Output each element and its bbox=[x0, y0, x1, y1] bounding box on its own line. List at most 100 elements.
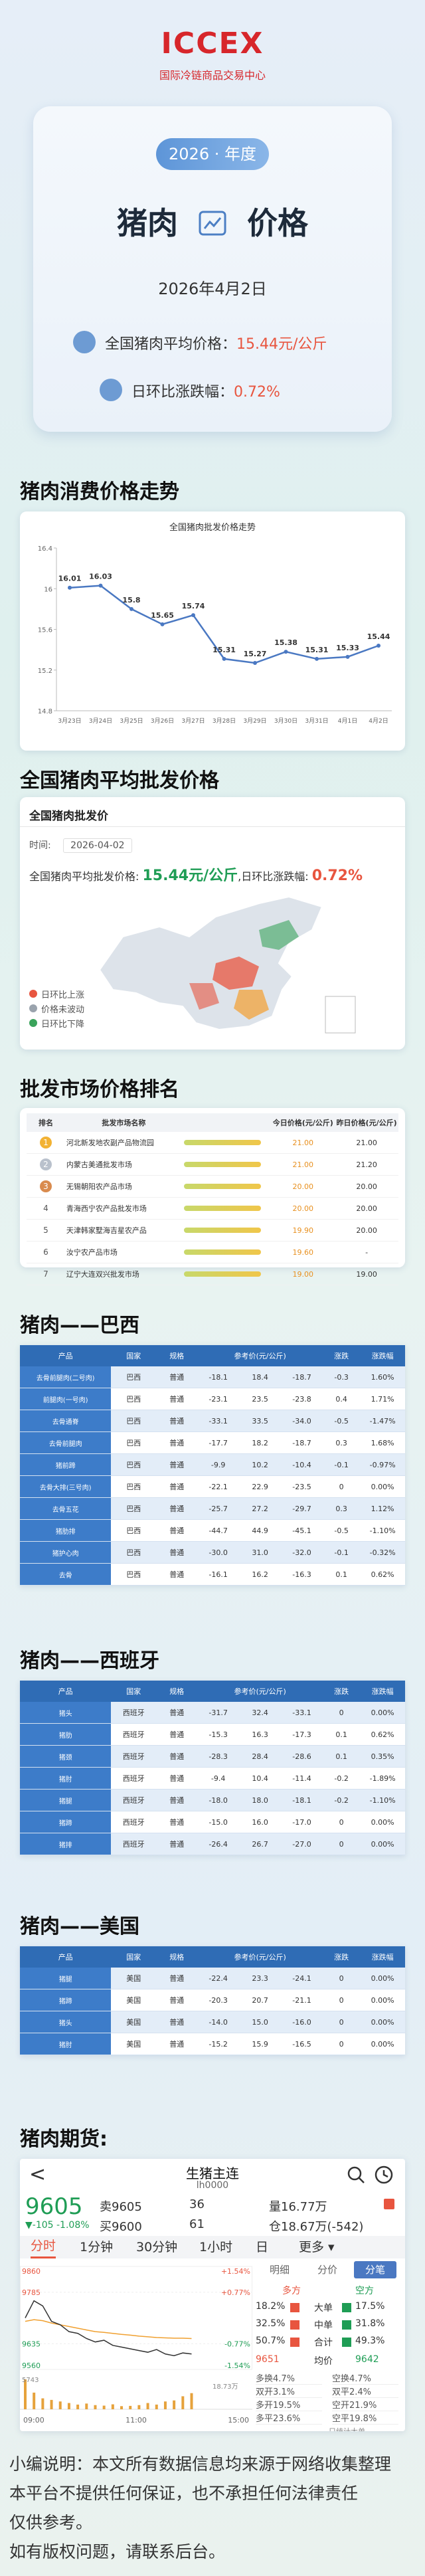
column-header: 参考价(元/公斤) bbox=[234, 1953, 286, 1962]
value-cell: 0.62% bbox=[360, 1723, 405, 1746]
table-wrap: 产品 国家 规格 参考价(元/公斤) 涨跌 涨跌幅 猪头 西班牙 普通 -31.7 32.4 -33.… bbox=[20, 1681, 405, 1855]
footer-line: 小编说明：本文所有数据信息均来源于网络收集整理 bbox=[9, 2454, 392, 2474]
table-body: 猪头 西班牙 普通 -31.7 32.4 -33.1 0 0.00% 猪肋 西班牙 普通 -15.3 1… bbox=[20, 1702, 405, 1855]
value-cell: -9.4 bbox=[197, 1767, 240, 1790]
chart-title: 全国猪肉批发价格走势 bbox=[169, 522, 256, 533]
buy-qty: 61 bbox=[189, 2217, 205, 2231]
pct-label: +1.54% bbox=[221, 2267, 250, 2276]
side-label: 多方 bbox=[282, 2286, 301, 2296]
volume-bar bbox=[24, 2379, 27, 2409]
panel-tab[interactable]: 明细 bbox=[269, 2264, 290, 2276]
product-cell: 猪蹄 bbox=[20, 1989, 112, 2011]
value-cell: -0.97% bbox=[360, 1453, 405, 1476]
value-cell: -20.3 bbox=[197, 1989, 240, 2011]
volume-bar bbox=[190, 2393, 193, 2409]
y-tick-label: 16.4 bbox=[38, 545, 52, 553]
table-row: 猪肋排 巴西 普通 -44.7 44.9 -45.1 -0.5 -1.10% bbox=[20, 1519, 405, 1542]
value-cell: -0.5 bbox=[323, 1410, 361, 1432]
value-cell: 10.2 bbox=[239, 1453, 282, 1476]
period-tab[interactable]: 30分钟 bbox=[136, 2240, 178, 2254]
rank: 2 bbox=[39, 1158, 52, 1170]
change-pct: -1.08% bbox=[56, 2220, 90, 2231]
stat: 双平2.4% bbox=[332, 2385, 398, 2398]
decor-bar bbox=[183, 1140, 262, 1145]
bar-cell bbox=[183, 1198, 272, 1220]
column-header: 规格 bbox=[169, 1352, 185, 1360]
volume-bar bbox=[58, 2401, 62, 2409]
product-cell: 去骨 bbox=[20, 1563, 112, 1586]
column-header bbox=[183, 1113, 272, 1132]
value-cell: -22.4 bbox=[197, 1968, 240, 1989]
value-cell: -15.3 bbox=[197, 1723, 240, 1746]
legend-dot bbox=[29, 990, 37, 998]
avg-value: 15.44元/公斤 bbox=[236, 336, 327, 353]
time-label: 09:00 bbox=[23, 2416, 44, 2425]
period-tab[interactable]: 1分钟 bbox=[80, 2240, 114, 2254]
value-cell: 0.00% bbox=[360, 1833, 405, 1855]
value-cell: 18.2 bbox=[239, 1431, 282, 1454]
column-header: 涨跌幅 bbox=[371, 1953, 394, 1962]
price-row: 全国猪肉平均批发价格: 15.44元/公斤,日环比涨跌幅: 0.72% bbox=[29, 864, 363, 885]
pct-label: -0.77% bbox=[224, 2340, 250, 2348]
period-tab[interactable]: 分时 bbox=[31, 2236, 56, 2258]
y-tick-label: 9560 bbox=[22, 2361, 41, 2370]
data-label: 15.65 bbox=[151, 611, 174, 620]
table-row: 去骨五花 巴西 普通 -25.7 27.2 -29.7 0.3 1.12% bbox=[20, 1497, 405, 1520]
period-tabs: 分时 1分钟 30分钟 1小时 日 更多 ▾ bbox=[20, 2236, 405, 2258]
value-cell: 0.4 bbox=[323, 1388, 361, 1410]
map-title: 全国猪肉批发价 bbox=[29, 810, 108, 823]
decor-bar bbox=[342, 2320, 351, 2330]
market-name: 青海西宁农产品批发市场 bbox=[66, 1204, 147, 1213]
value-cell: 1.68% bbox=[360, 1431, 405, 1454]
value-cell: -18.0 bbox=[197, 1789, 240, 1811]
volume-bar bbox=[94, 2405, 97, 2409]
x-tick-label: 3月29日 bbox=[243, 717, 266, 725]
period-tab[interactable]: 日 bbox=[256, 2240, 269, 2254]
stat: 空开21.9% bbox=[332, 2398, 398, 2411]
product-cell: 猪颈 bbox=[20, 1745, 112, 1768]
rank-cell: 3 bbox=[27, 1176, 65, 1198]
price-table: 产品 国家 规格 参考价(元/公斤) 涨跌 涨跌幅 猪腿 美国 普通 -22.4 23.3 -24.1… bbox=[20, 1946, 405, 2055]
x-tick-label: 3月23日 bbox=[58, 717, 81, 725]
value-cell: -18.1 bbox=[197, 1366, 240, 1388]
legend-dot bbox=[29, 1004, 37, 1012]
logo: ICCEX bbox=[161, 27, 264, 60]
alert-icon[interactable] bbox=[384, 2199, 394, 2209]
period-tab[interactable]: 1小时 bbox=[199, 2240, 233, 2254]
data-label: 16.03 bbox=[89, 573, 112, 581]
value-cell: 33.5 bbox=[239, 1410, 282, 1432]
value-cell: -45.1 bbox=[281, 1519, 323, 1542]
product-cell: 前腿肉(一号肉) bbox=[20, 1388, 112, 1410]
value-cell: 1.60% bbox=[360, 1366, 405, 1388]
value-cell: 普通 bbox=[156, 1541, 198, 1564]
decor-bar bbox=[290, 2320, 299, 2330]
back-button[interactable]: < bbox=[29, 2163, 46, 2186]
table-body: 1 河北新发地农副产品物流园 21.00 21.00 2 内蒙古美通批发市场 21.00 21… bbox=[27, 1132, 398, 1285]
table-row: 猪肋 西班牙 普通 -15.3 16.3 -17.3 0.1 0.62% bbox=[20, 1723, 405, 1746]
futures-screenshot: < 生猪主连 lh0000 9605 ▼-105 -1.08% 卖9605 买9… bbox=[20, 2159, 405, 2431]
panel-tab[interactable]: 分笔 bbox=[354, 2261, 396, 2278]
value-cell: -16.3 bbox=[281, 1563, 323, 1586]
table-row: 猪肘 西班牙 普通 -9.4 10.4 -11.4 -0.2 -1.89% bbox=[20, 1767, 405, 1790]
value-cell: 16.2 bbox=[239, 1563, 282, 1586]
value-cell: 巴西 bbox=[111, 1453, 157, 1476]
value-cell: 普通 bbox=[156, 1563, 198, 1586]
period-tab[interactable]: 更多 ▾ bbox=[299, 2240, 335, 2254]
stat: 空换4.7% bbox=[332, 2371, 398, 2385]
value-cell: 巴西 bbox=[111, 1475, 157, 1498]
top-icons[interactable] bbox=[345, 2164, 398, 2185]
intraday-chart: 9860 +1.54% 9785 +0.77% 9635 -0.77% 9560 -1.54%… bbox=[20, 2266, 252, 2425]
value-cell: -0.2 bbox=[323, 1767, 361, 1790]
panel-tab[interactable]: 分价 bbox=[317, 2264, 337, 2276]
decor-bar bbox=[290, 2338, 299, 2347]
column-header: 国家 bbox=[126, 1352, 141, 1360]
point bbox=[345, 654, 350, 659]
table-row: 2 内蒙古美通批发市场 21.00 21.20 bbox=[27, 1154, 398, 1176]
flow-label: 合计 bbox=[314, 2338, 333, 2348]
value-cell: 1.12% bbox=[360, 1497, 405, 1520]
value-cell: 普通 bbox=[156, 1968, 198, 1989]
x-tick-label: 3月25日 bbox=[120, 717, 143, 725]
data-label: 15.33 bbox=[336, 644, 359, 652]
open-interest: 仓18.67万(-542) bbox=[269, 2220, 364, 2234]
table-row: 猪头 美国 普通 -14.0 15.0 -16.0 0 0.00% bbox=[20, 2011, 405, 2033]
